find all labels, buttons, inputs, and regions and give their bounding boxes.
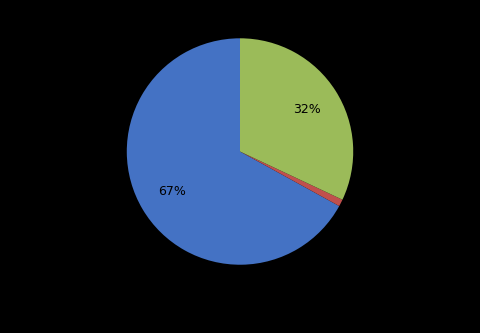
Wedge shape — [127, 38, 339, 265]
Wedge shape — [240, 152, 342, 206]
Text: 32%: 32% — [293, 103, 321, 116]
Wedge shape — [240, 38, 353, 200]
Text: 67%: 67% — [158, 185, 186, 198]
